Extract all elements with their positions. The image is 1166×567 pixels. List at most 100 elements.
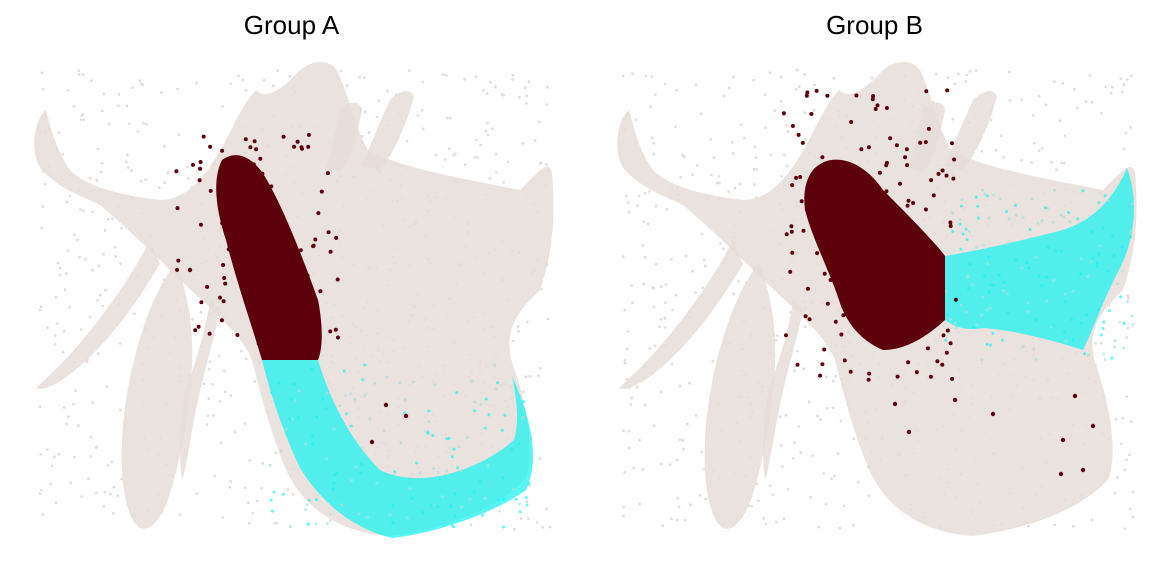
background-point xyxy=(366,265,370,269)
cyan-point xyxy=(985,194,989,198)
cyan-point xyxy=(1046,245,1050,249)
dark-point xyxy=(175,267,180,272)
background-point xyxy=(55,148,59,151)
background-point xyxy=(626,330,630,333)
background-point xyxy=(88,315,92,319)
background-point xyxy=(499,384,503,387)
background-point xyxy=(942,424,946,428)
background-point xyxy=(1120,90,1124,94)
background-point xyxy=(1044,103,1048,107)
background-point xyxy=(864,410,867,414)
background-point xyxy=(691,173,694,177)
cyan-point xyxy=(269,498,273,502)
background-point xyxy=(298,124,301,128)
cyan-point xyxy=(501,476,505,480)
cyan-point xyxy=(453,492,457,496)
background-point xyxy=(146,508,150,512)
dark-point xyxy=(872,289,876,294)
background-point xyxy=(958,368,962,371)
background-point xyxy=(216,213,220,217)
cyan-point xyxy=(497,498,501,502)
dark-point xyxy=(250,183,255,188)
dark-point xyxy=(269,184,274,189)
background-point xyxy=(1043,191,1046,195)
background-point xyxy=(978,502,982,505)
cyan-point xyxy=(350,478,354,482)
background-region-3 xyxy=(762,300,803,480)
background-point xyxy=(743,136,746,140)
background-point xyxy=(219,245,223,249)
background-point xyxy=(779,75,783,79)
background-point xyxy=(208,313,212,316)
background-point xyxy=(163,181,167,185)
background-point xyxy=(399,184,403,187)
background-point xyxy=(1125,458,1128,462)
background-point xyxy=(352,262,355,266)
dark-point xyxy=(825,93,830,98)
background-point xyxy=(44,130,47,134)
background-point xyxy=(1040,485,1043,488)
background-point xyxy=(1119,77,1123,80)
background-point xyxy=(986,223,990,227)
background-point xyxy=(737,280,741,283)
background-point xyxy=(519,517,523,521)
background-point xyxy=(444,449,448,453)
background-point xyxy=(426,326,429,330)
cyan-point xyxy=(1106,269,1110,273)
background-point xyxy=(832,76,836,80)
background-point xyxy=(1053,80,1056,83)
cyan-point xyxy=(518,510,522,514)
background-point xyxy=(945,481,949,485)
dark-point xyxy=(281,134,286,139)
background-point xyxy=(832,379,835,383)
background-point xyxy=(1072,190,1076,194)
background-point xyxy=(409,225,412,228)
cyan-point xyxy=(983,192,987,196)
background-point xyxy=(546,169,550,173)
background-point xyxy=(623,361,627,365)
dark-point xyxy=(199,222,203,227)
background-point xyxy=(859,363,862,366)
background-point xyxy=(766,334,770,337)
background-point xyxy=(474,138,478,142)
background-point xyxy=(484,364,488,368)
cyan-point xyxy=(1045,275,1048,279)
background-point xyxy=(1113,491,1117,495)
background-point xyxy=(942,325,946,328)
background-point xyxy=(179,374,183,377)
background-point xyxy=(157,186,161,190)
background-point xyxy=(341,204,345,208)
background-point xyxy=(59,375,63,379)
background-point xyxy=(777,203,781,207)
background-point xyxy=(145,123,148,126)
background-point xyxy=(689,315,692,319)
background-point xyxy=(780,175,783,178)
cyan-point xyxy=(997,273,1001,277)
background-point xyxy=(538,366,542,370)
background-point xyxy=(217,306,221,310)
background-point xyxy=(964,80,968,83)
background-point xyxy=(332,303,336,307)
background-point xyxy=(1013,358,1017,361)
cyan-point xyxy=(359,471,363,475)
cyan-point xyxy=(470,379,474,383)
background-point xyxy=(336,179,339,183)
background-point xyxy=(807,400,811,404)
background-point xyxy=(703,264,707,268)
dark-point xyxy=(208,188,213,193)
cyan-point xyxy=(449,504,453,508)
background-point xyxy=(748,416,752,420)
background-point xyxy=(222,315,226,319)
dark-point xyxy=(789,229,794,234)
background-point xyxy=(702,467,706,471)
background-point xyxy=(214,254,218,258)
background-point xyxy=(55,322,59,326)
background-point xyxy=(329,316,333,319)
background-point xyxy=(60,175,64,179)
background-point xyxy=(507,299,511,302)
background-point xyxy=(980,361,984,365)
background-point xyxy=(864,436,868,440)
background-point xyxy=(536,258,539,262)
background-point xyxy=(650,75,654,78)
background-point xyxy=(376,331,379,335)
